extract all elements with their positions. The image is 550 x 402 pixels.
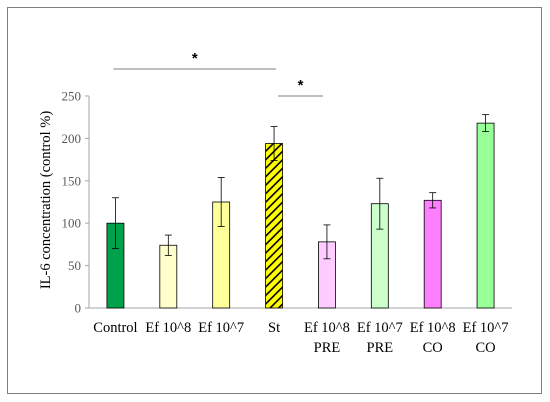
x-tick-label: CO [423,340,443,356]
bar [265,143,283,309]
y-tick-label: 100 [62,216,82,231]
x-tick-label: Control [93,320,137,336]
y-tick-label: 50 [68,258,81,273]
x-tick-label: Ef 10^7 [198,320,244,336]
y-tick-label: 0 [75,301,82,316]
x-tick-label: Ef 10^8 [410,320,456,336]
x-tick-label: PRE [314,340,341,356]
significance-star: * [298,77,304,94]
x-tick-label: CO [475,340,495,356]
bar [476,122,495,309]
x-tick-label: Ef 10^7 [357,320,403,336]
x-tick-label: St [268,320,280,336]
x-tick-label: Ef 10^7 [463,320,509,336]
y-tick-label: 200 [62,131,82,146]
x-tick-label: Ef 10^8 [145,320,191,336]
x-tick-label: Ef 10^8 [304,320,350,336]
y-tick-label: 150 [62,173,82,188]
significance-star: * [192,50,198,67]
bar [423,199,442,309]
y-axis-label: IL-6 concentration (control %) [38,111,54,290]
y-tick-label: 250 [62,89,82,104]
x-tick-label: PRE [367,340,394,356]
